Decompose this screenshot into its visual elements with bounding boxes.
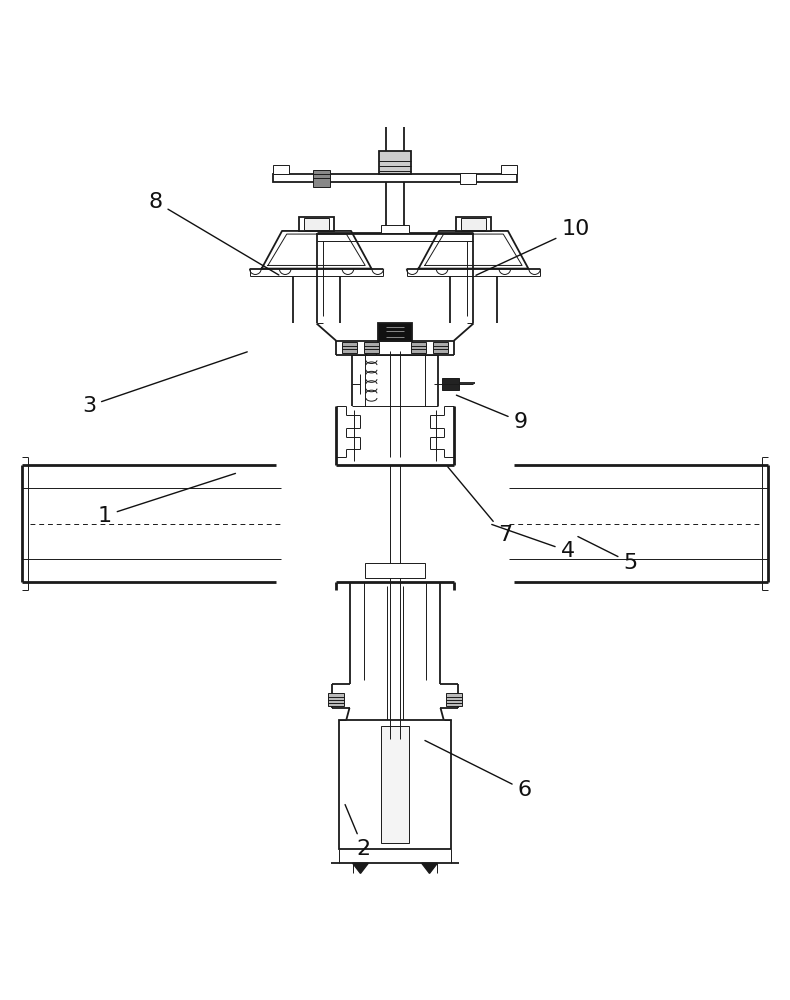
Bar <box>329 693 344 706</box>
Text: 9: 9 <box>457 395 528 432</box>
Bar <box>363 342 379 353</box>
Bar <box>461 218 486 230</box>
Bar <box>411 342 427 353</box>
Bar <box>446 693 461 706</box>
Bar <box>304 218 329 230</box>
Bar <box>460 173 476 184</box>
Bar <box>456 217 491 231</box>
Text: 8: 8 <box>149 192 279 275</box>
Text: 6: 6 <box>425 740 532 800</box>
Bar <box>273 165 289 174</box>
Text: 10: 10 <box>476 219 589 275</box>
Bar <box>339 720 451 849</box>
Text: 3: 3 <box>82 352 247 416</box>
Bar <box>381 726 409 843</box>
Text: 4: 4 <box>491 524 574 561</box>
Bar <box>378 323 412 341</box>
Bar <box>299 217 334 231</box>
Polygon shape <box>422 863 438 873</box>
Text: 7: 7 <box>448 467 512 545</box>
Bar <box>501 165 517 174</box>
Polygon shape <box>352 863 368 873</box>
Bar <box>273 174 517 182</box>
Bar <box>341 342 357 353</box>
Bar <box>381 225 409 233</box>
Bar <box>313 170 330 187</box>
Text: 1: 1 <box>98 473 235 526</box>
Text: 2: 2 <box>345 805 371 859</box>
Bar <box>442 378 459 390</box>
Bar <box>433 342 449 353</box>
Text: 5: 5 <box>578 537 638 573</box>
Bar <box>365 563 425 578</box>
Bar <box>379 151 411 174</box>
